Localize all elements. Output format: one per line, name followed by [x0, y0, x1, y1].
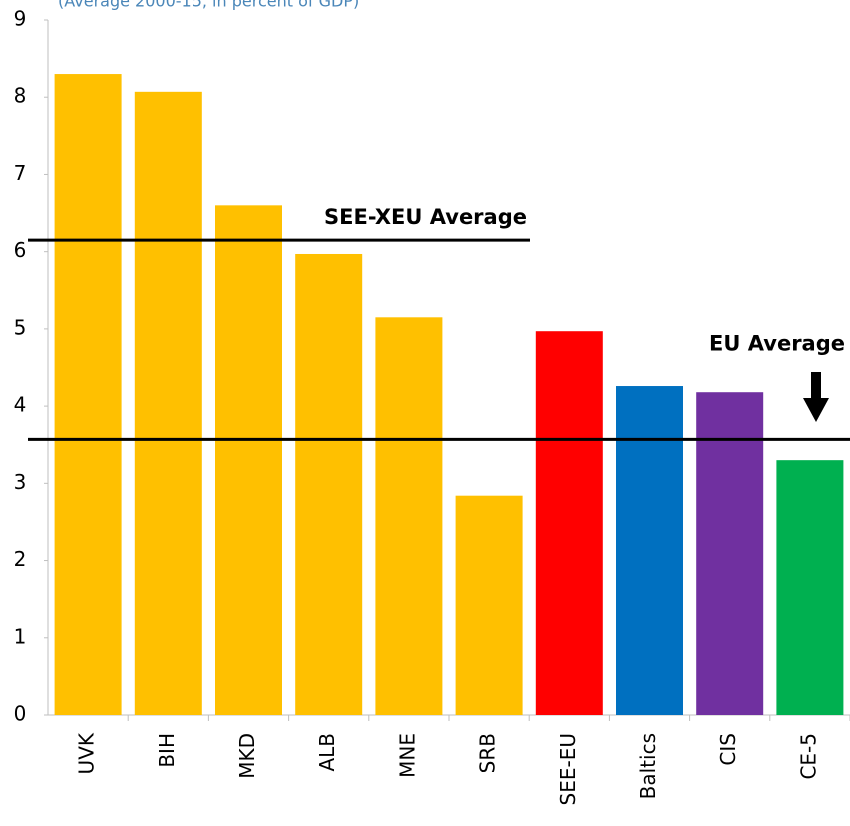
x-tick-label: UVK: [75, 732, 99, 774]
bar: [535, 331, 603, 715]
bar: [375, 317, 443, 715]
bar: [616, 386, 683, 715]
y-tick-label: 2: [14, 547, 27, 571]
y-tick-label: 8: [14, 84, 27, 108]
x-tick-label: CE-5: [796, 733, 820, 780]
y-tick-label: 4: [14, 393, 27, 417]
y-tick-label: 0: [14, 702, 27, 726]
chart-subtitle: (Average 2000-15, in percent of GDP): [58, 0, 359, 11]
x-tick-label: MNE: [395, 733, 419, 778]
x-tick-label: Baltics: [636, 733, 660, 799]
x-tick-label: ALB: [315, 733, 339, 772]
y-tick-label: 7: [14, 161, 27, 185]
y-tick-label: 9: [14, 7, 27, 31]
bar: [215, 205, 282, 716]
x-tick-label: MKD: [235, 733, 259, 779]
bar: [54, 74, 122, 716]
reference-label: EU Average: [709, 331, 845, 355]
arrow: [803, 372, 829, 422]
bar: [455, 495, 523, 715]
y-tick-label: 3: [14, 470, 27, 494]
bar: [295, 253, 363, 715]
bar: [696, 392, 764, 715]
x-tick-label: SRB: [476, 733, 500, 773]
y-tick-label: 6: [14, 238, 27, 262]
x-tick-label: SEE-EU: [556, 733, 580, 805]
x-tick-label: BIH: [155, 733, 179, 768]
y-tick-label: 1: [14, 624, 27, 648]
x-tick-label: CIS: [716, 733, 740, 766]
bar: [134, 91, 202, 716]
reference-label: SEE-XEU Average: [324, 205, 527, 229]
y-tick-label: 5: [14, 315, 27, 339]
bar: [776, 460, 844, 715]
